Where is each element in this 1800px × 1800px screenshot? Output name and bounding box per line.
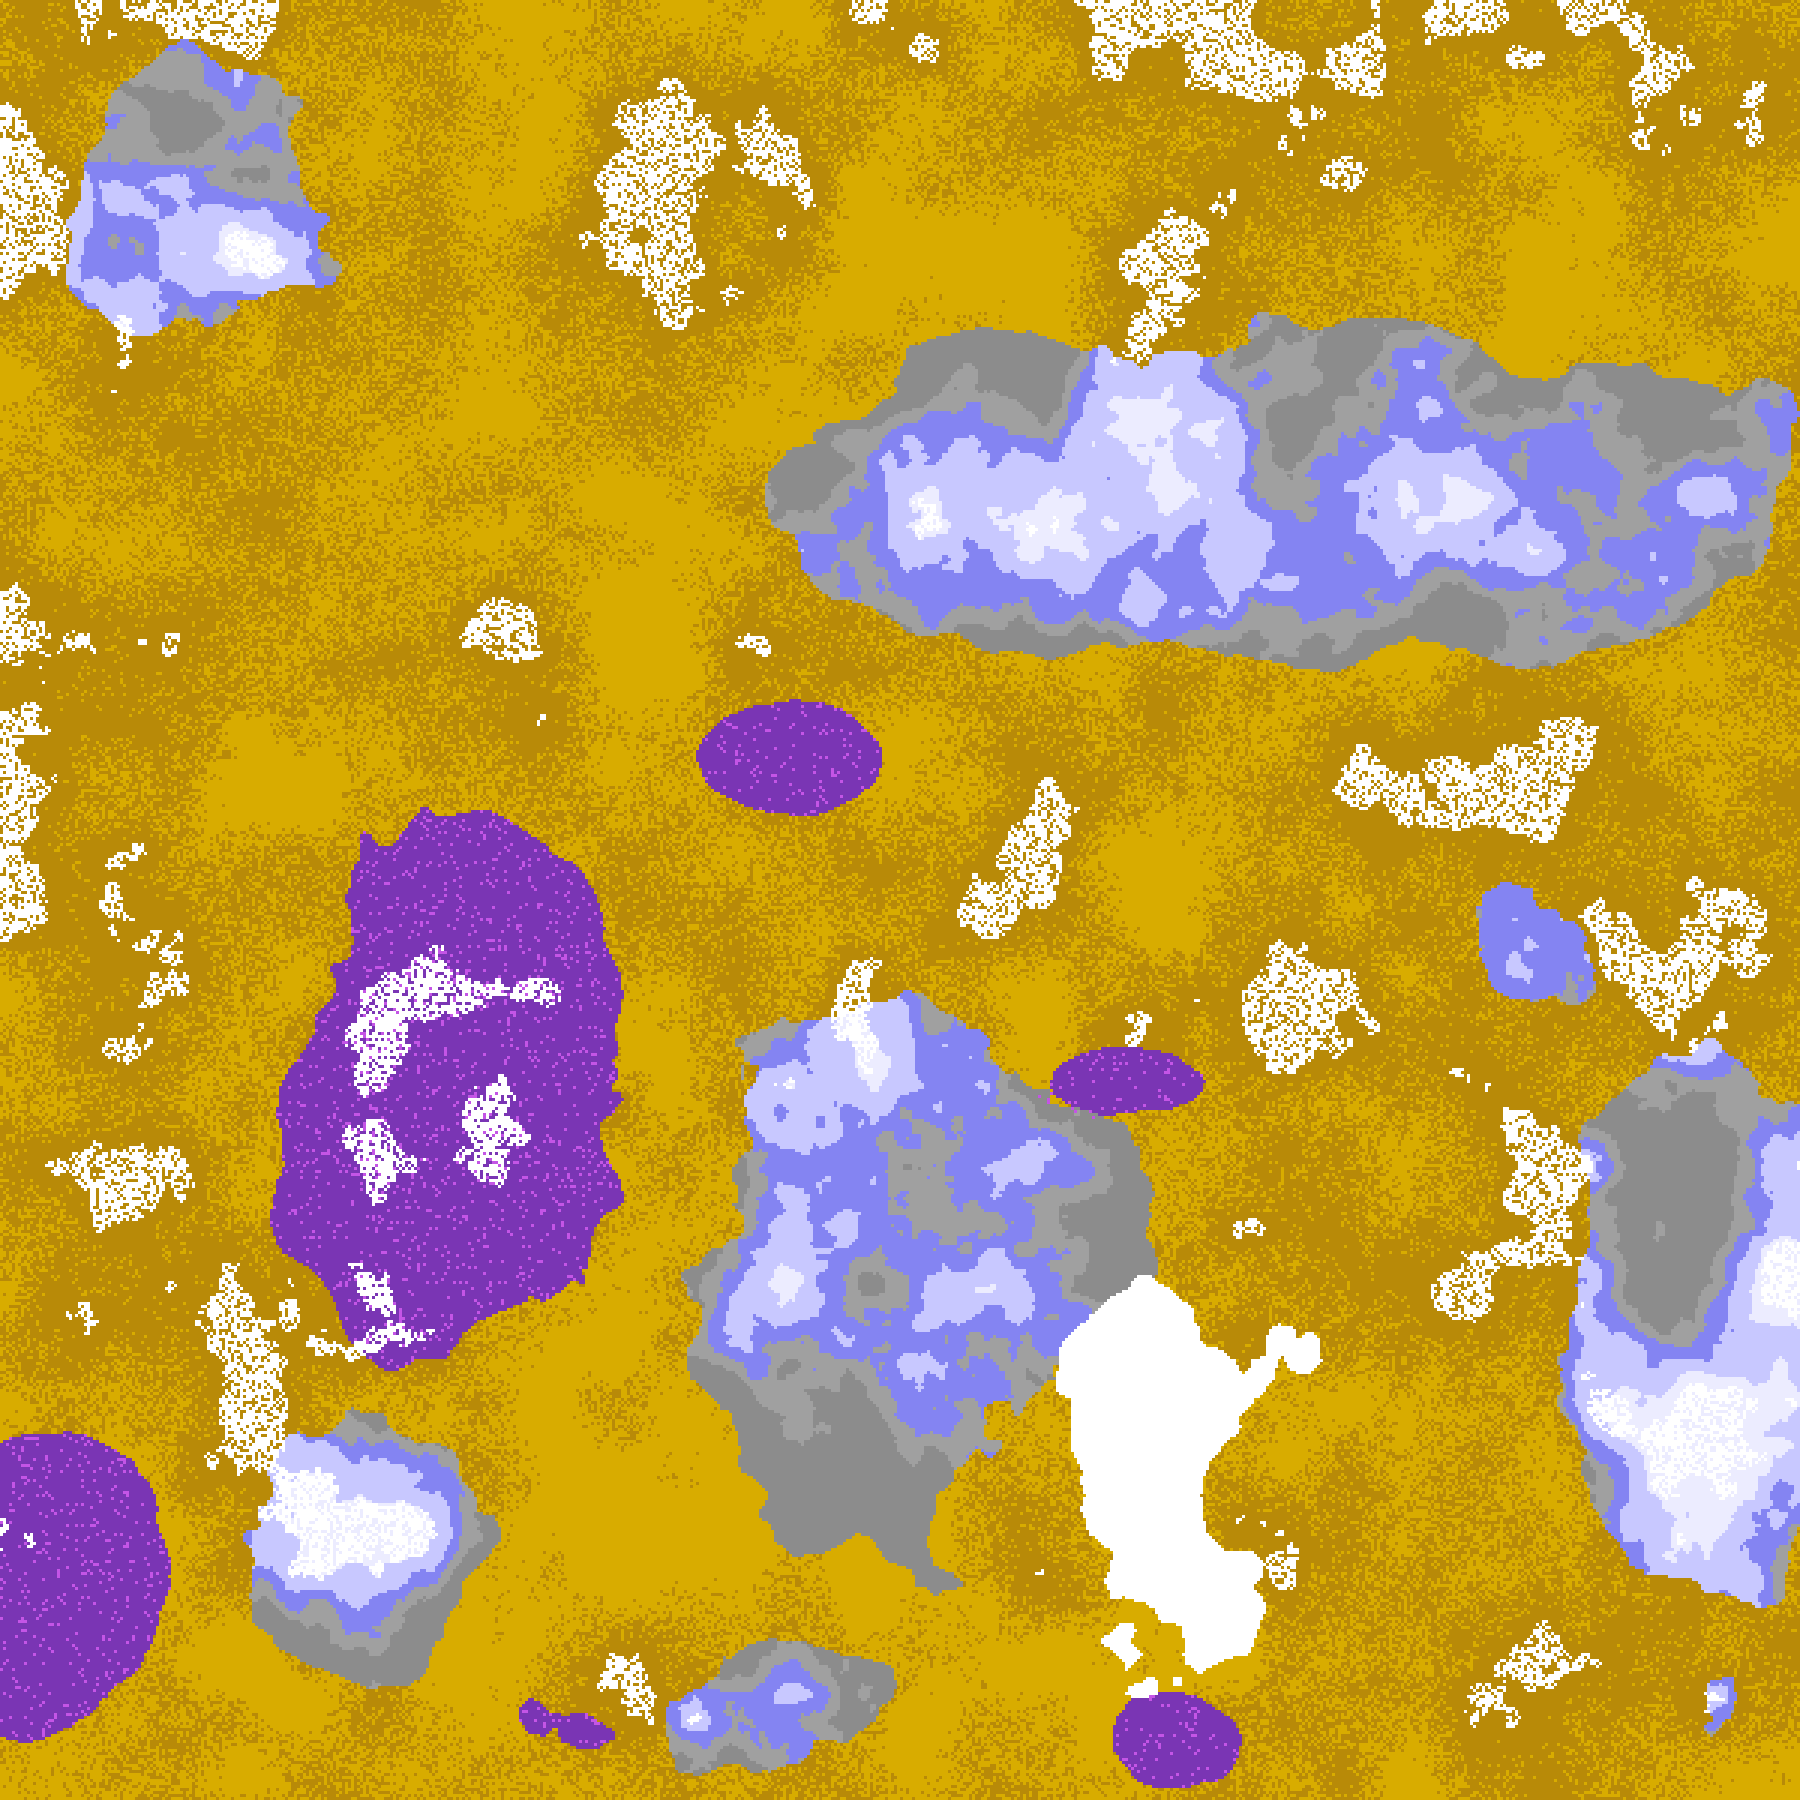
- map-raster: [0, 0, 1800, 1800]
- classified-map: [0, 0, 1800, 1800]
